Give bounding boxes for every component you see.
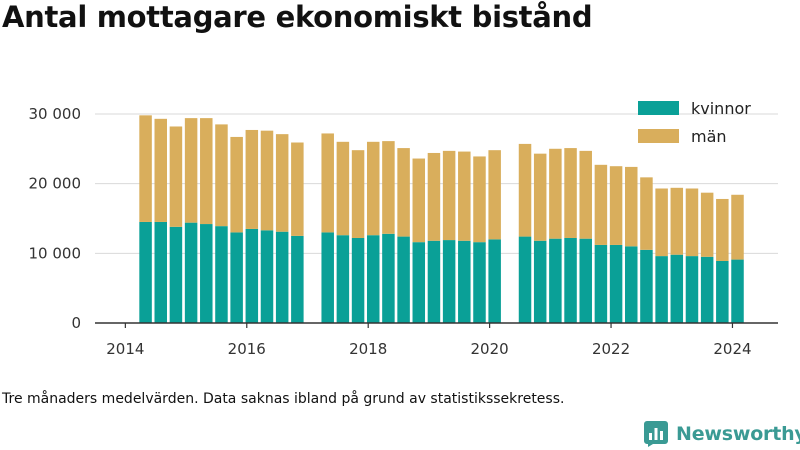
- bar-man: [245, 129, 259, 229]
- bar-man: [184, 118, 198, 223]
- bar-man: [275, 134, 289, 232]
- bar-kvinnor: [488, 239, 501, 323]
- bar-kvinnor: [291, 235, 304, 323]
- newsworthy-logo-icon: [644, 421, 668, 447]
- y-tick-label: 10 000: [29, 244, 82, 262]
- bar-man: [579, 150, 592, 239]
- axis-layer: 0 10 000 20 000 30 000 2014 2016 2018 2020 2022 2…: [29, 105, 778, 358]
- x-tick-label: 2014: [106, 340, 144, 358]
- bar-man: [640, 177, 653, 250]
- y-tick-label: 20 000: [29, 175, 82, 193]
- chart-title: Antal mottagare ekonomiskt bistånd: [2, 0, 593, 34]
- legend: kvinnor män: [638, 99, 751, 146]
- bar-man: [397, 148, 410, 237]
- bar-kvinnor: [260, 230, 274, 323]
- bar-kvinnor: [716, 260, 729, 323]
- bar-man: [366, 141, 380, 236]
- bar-kvinnor: [169, 226, 183, 323]
- bar-kvinnor: [655, 256, 668, 323]
- bar-kvinnor: [518, 236, 532, 323]
- bar-man: [670, 187, 684, 255]
- bar-kvinnor: [184, 222, 198, 323]
- legend-label: män: [691, 127, 727, 146]
- brand-logo: Newsworthy: [644, 420, 800, 448]
- bar-kvinnor: [685, 256, 699, 323]
- y-tick-label: 0: [71, 314, 81, 332]
- bar-man: [260, 130, 274, 231]
- bar-kvinnor: [609, 244, 623, 323]
- bar-kvinnor: [382, 233, 395, 323]
- bar-man: [230, 136, 243, 233]
- bar-kvinnor: [579, 238, 592, 323]
- bar-man: [412, 158, 426, 243]
- bar-man: [321, 133, 334, 233]
- bar-man: [549, 148, 562, 239]
- bar-man: [625, 166, 638, 247]
- bar-man: [215, 124, 228, 227]
- bar-man: [609, 166, 623, 245]
- bar-man: [291, 142, 304, 236]
- bar-kvinnor: [549, 238, 562, 323]
- bar-man: [382, 141, 395, 234]
- bar-kvinnor: [397, 236, 410, 323]
- x-tick-label: 2018: [349, 340, 387, 358]
- bar-kvinnor: [336, 235, 350, 323]
- bar-man: [351, 150, 365, 238]
- bar-kvinnor: [154, 221, 168, 323]
- bar-man: [442, 150, 456, 241]
- bar-man: [200, 118, 213, 225]
- bar-man: [169, 126, 183, 227]
- bar-man: [731, 194, 744, 260]
- bar-kvinnor: [200, 224, 213, 323]
- bar-kvinnor: [321, 232, 334, 323]
- bar-kvinnor: [731, 259, 744, 323]
- bar-kvinnor: [533, 240, 547, 323]
- bar-man: [427, 152, 441, 241]
- bar-kvinnor: [412, 242, 426, 323]
- bar-man: [655, 188, 668, 257]
- chart-caption: Tre månaders medelvärden. Data saknas ib…: [2, 391, 565, 407]
- bar-man: [139, 115, 152, 222]
- x-tick-label: 2016: [228, 340, 266, 358]
- bar-man: [716, 198, 729, 261]
- bar-man: [685, 188, 699, 257]
- bar-kvinnor: [670, 254, 684, 323]
- bar-man: [473, 156, 486, 243]
- bar-man: [458, 151, 471, 241]
- bar-man: [700, 192, 714, 257]
- bar-kvinnor: [427, 240, 441, 323]
- x-tick-label: 2024: [713, 340, 751, 358]
- bar-kvinnor: [215, 226, 228, 323]
- bar-kvinnor: [594, 244, 608, 323]
- bar-kvinnor: [442, 240, 456, 323]
- legend-label: kvinnor: [691, 99, 751, 118]
- bar-kvinnor: [275, 231, 289, 323]
- bar-man: [518, 143, 532, 237]
- x-tick-label: 2020: [471, 340, 509, 358]
- y-tick-label: 30 000: [29, 105, 82, 123]
- bar-kvinnor: [230, 232, 243, 323]
- bar-kvinnor: [366, 235, 380, 323]
- bar-man: [336, 141, 350, 236]
- legend-swatch: [638, 101, 679, 115]
- brand-name: Newsworthy: [676, 423, 800, 445]
- x-tick-label: 2022: [592, 340, 630, 358]
- bar-kvinnor: [640, 249, 653, 323]
- bar-kvinnor: [351, 237, 365, 323]
- bar-kvinnor: [564, 237, 577, 323]
- bar-man: [154, 118, 168, 222]
- bar-man: [533, 153, 547, 241]
- bar-man: [564, 148, 577, 238]
- legend-swatch: [638, 129, 679, 143]
- bar-layer: [139, 115, 744, 323]
- bar-kvinnor: [700, 256, 714, 323]
- bar-man: [488, 150, 501, 240]
- bar-kvinnor: [245, 228, 259, 323]
- bar-kvinnor: [458, 240, 471, 323]
- bar-kvinnor: [625, 246, 638, 323]
- bar-kvinnor: [139, 221, 152, 323]
- bar-kvinnor: [473, 242, 486, 323]
- bar-man: [594, 164, 608, 245]
